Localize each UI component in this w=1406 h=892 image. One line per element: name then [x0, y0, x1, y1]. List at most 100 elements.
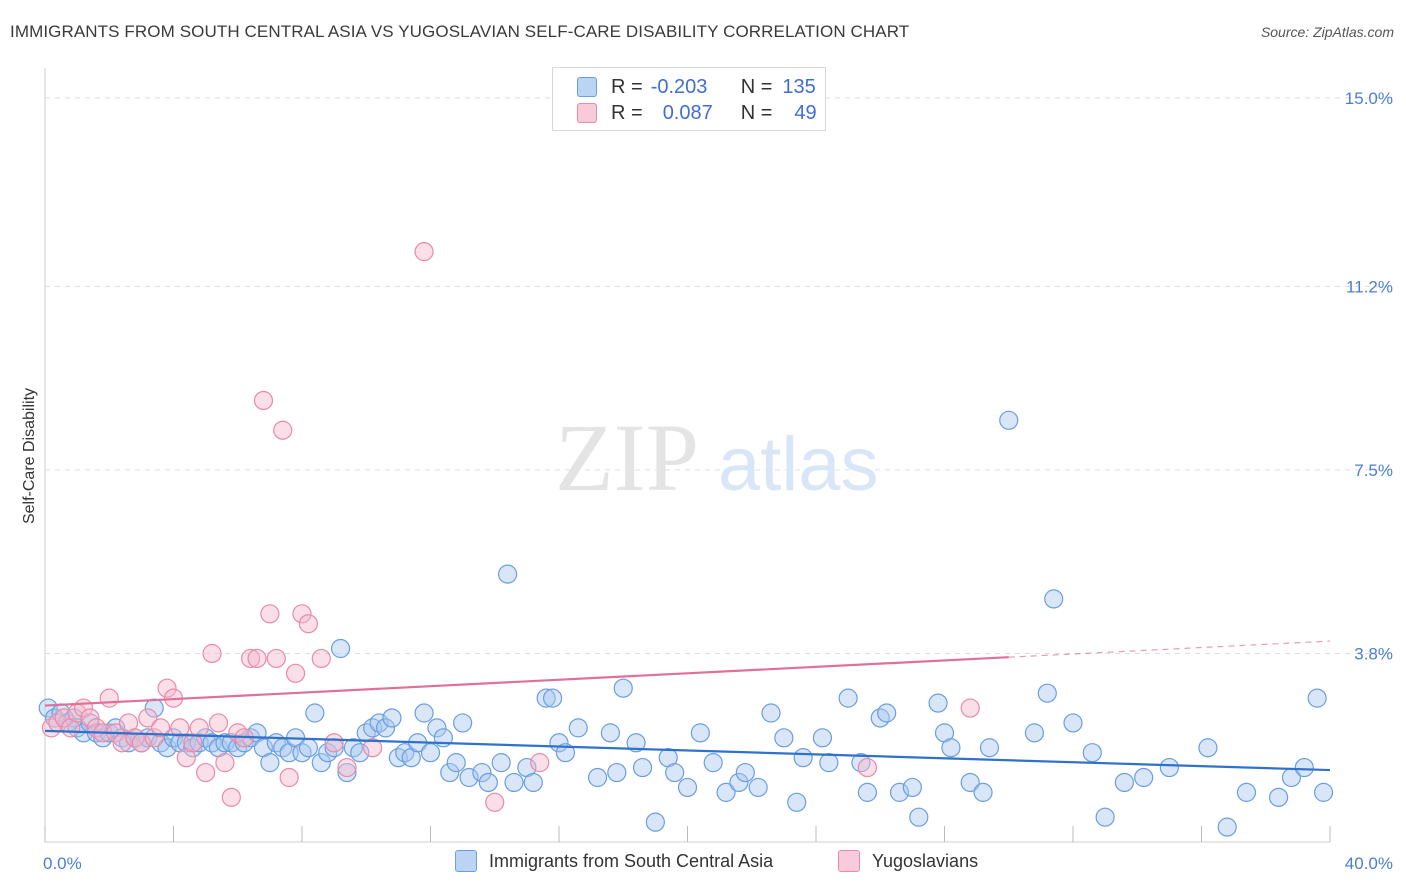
- trend-line-yugoslavians: [44, 656, 1009, 707]
- point-immigrants: [1044, 589, 1064, 609]
- point-immigrants: [812, 728, 833, 748]
- point-immigrants: [38, 698, 58, 718]
- point-immigrants: [234, 733, 254, 753]
- point-immigrants: [626, 733, 646, 753]
- legend-label-yugoslavians: Yugoslavians: [872, 850, 979, 871]
- point-immigrants: [716, 782, 736, 802]
- trend-lines: [44, 640, 1331, 772]
- point-immigrants: [1037, 683, 1057, 703]
- point-immigrants: [857, 782, 878, 802]
- legend-swatch-blue: [577, 77, 597, 97]
- point-immigrants: [375, 718, 396, 738]
- series-yugoslavians-points: [41, 242, 980, 812]
- point-yugoslavians: [247, 648, 267, 669]
- point-immigrants: [703, 753, 723, 773]
- point-yugoslavians: [157, 678, 177, 698]
- point-immigrants: [523, 772, 543, 793]
- point-yugoslavians: [324, 733, 344, 753]
- point-immigrants: [1114, 772, 1135, 793]
- point-immigrants: [382, 708, 402, 728]
- point-yugoslavians: [292, 604, 312, 624]
- point-yugoslavians: [196, 762, 216, 783]
- point-immigrants: [504, 772, 524, 793]
- y-axis-label: Self-Care Disability: [21, 388, 38, 524]
- point-yugoslavians: [273, 420, 293, 440]
- point-immigrants: [928, 693, 948, 713]
- point-yugoslavians: [54, 708, 74, 728]
- point-immigrants: [877, 703, 897, 723]
- point-yugoslavians: [337, 757, 357, 778]
- point-immigrants: [1063, 713, 1083, 733]
- point-immigrants: [1198, 738, 1218, 758]
- point-yugoslavians: [99, 688, 119, 708]
- point-immigrants: [453, 713, 473, 733]
- point-immigrants: [491, 753, 511, 773]
- point-immigrants: [1313, 782, 1334, 802]
- point-yugoslavians: [241, 648, 261, 669]
- legend-r-label: R =: [611, 101, 643, 124]
- point-yugoslavians: [266, 648, 286, 669]
- point-immigrants: [1134, 767, 1154, 788]
- point-immigrants: [774, 728, 794, 748]
- legend-item-yugoslavians: Yugoslavians: [838, 850, 978, 872]
- point-yugoslavians: [208, 713, 229, 733]
- point-immigrants: [960, 772, 980, 793]
- point-yugoslavians: [41, 718, 62, 738]
- point-immigrants: [787, 792, 807, 812]
- point-immigrants: [1236, 782, 1257, 802]
- point-immigrants: [1217, 817, 1237, 837]
- axes: [44, 68, 1331, 843]
- y-tick-label: 7.5%: [1354, 461, 1393, 480]
- trend-line-immigrants: [44, 729, 1331, 772]
- point-immigrants: [909, 807, 929, 827]
- point-immigrants: [446, 753, 466, 773]
- chart-title: IMMIGRANTS FROM SOUTH CENTRAL ASIA VS YU…: [10, 22, 910, 41]
- watermark-atlas: atlas: [718, 422, 879, 507]
- point-yugoslavians: [189, 718, 209, 738]
- point-immigrants: [1294, 757, 1314, 778]
- point-immigrants: [1307, 688, 1327, 708]
- point-yugoslavians: [960, 698, 980, 718]
- x-ticks: 0.0% 40.0%: [43, 854, 1393, 873]
- point-yugoslavians: [857, 757, 878, 778]
- legend-r-label: R =: [611, 75, 643, 98]
- point-immigrants: [395, 743, 415, 763]
- point-immigrants: [157, 738, 177, 758]
- point-immigrants: [260, 753, 280, 773]
- point-immigrants: [369, 713, 389, 733]
- point-immigrants: [838, 688, 858, 708]
- legend-n-label: N =: [740, 101, 773, 124]
- point-immigrants: [819, 753, 839, 773]
- trend-line-yugoslavians-extension: [1008, 640, 1331, 658]
- point-yugoslavians: [311, 648, 331, 669]
- point-immigrants: [632, 757, 653, 778]
- point-immigrants: [183, 738, 203, 758]
- point-yugoslavians: [485, 792, 505, 812]
- point-immigrants: [196, 728, 216, 748]
- legend-label-immigrants: Immigrants from South Central Asia: [489, 850, 774, 871]
- point-immigrants: [1159, 757, 1179, 778]
- y-tick-label: 3.8%: [1354, 644, 1393, 663]
- point-yugoslavians: [202, 643, 222, 664]
- point-immigrants: [228, 738, 248, 758]
- point-immigrants: [343, 738, 363, 758]
- point-immigrants: [979, 738, 1000, 758]
- point-immigrants: [941, 738, 961, 758]
- legend-n-value: 49: [794, 101, 817, 124]
- point-immigrants: [748, 777, 768, 798]
- point-immigrants: [568, 718, 588, 738]
- point-immigrants: [889, 782, 910, 802]
- point-immigrants: [1268, 787, 1289, 807]
- legend-item-immigrants: Immigrants from South Central Asia: [455, 850, 773, 872]
- point-immigrants: [318, 743, 338, 763]
- point-immigrants: [311, 753, 331, 773]
- watermark-zip: ZIP: [555, 404, 699, 511]
- x-tick-label: 40.0%: [1345, 854, 1393, 873]
- point-immigrants: [870, 708, 890, 728]
- point-yugoslavians: [253, 390, 274, 411]
- point-immigrants: [973, 782, 993, 802]
- point-immigrants: [498, 564, 518, 584]
- point-immigrants: [1095, 807, 1115, 827]
- stats-legend: R = -0.203 N = 135 R = 0.087 N = 49: [552, 67, 826, 131]
